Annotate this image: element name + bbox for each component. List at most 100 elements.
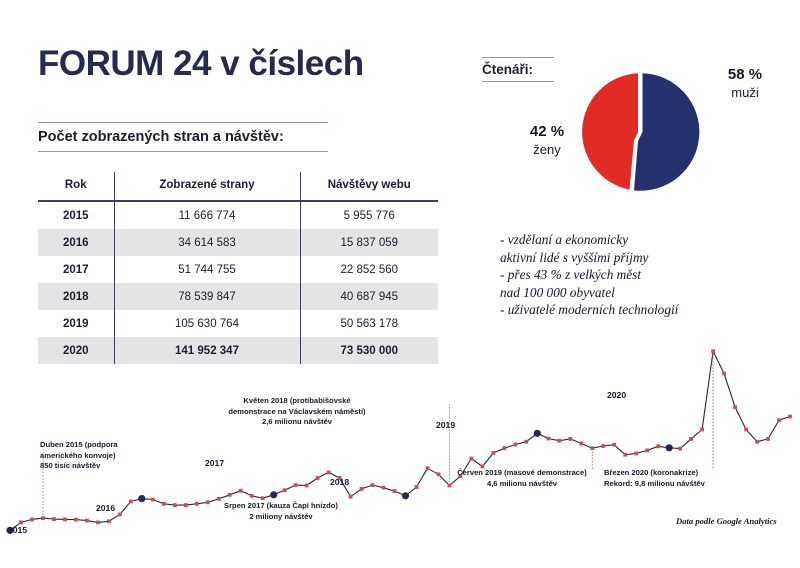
chart-data-point bbox=[733, 405, 737, 410]
chart-year-marker bbox=[533, 429, 541, 437]
chart-data-point bbox=[19, 520, 23, 525]
table-row: 2015 11 666 774 5 955 776 bbox=[38, 201, 438, 229]
line-chart-svg bbox=[6, 349, 792, 534]
pie-slice-women bbox=[582, 73, 638, 190]
chart-data-point bbox=[205, 500, 210, 505]
chart-data-point bbox=[601, 444, 606, 448]
table-cell-visits: 15 837 059 bbox=[299, 229, 438, 256]
chart-data-point bbox=[414, 485, 419, 489]
chart-data-point bbox=[656, 444, 661, 449]
chart-data-point bbox=[304, 483, 309, 488]
table-row: 2019 105 630 764 50 563 178 bbox=[38, 310, 438, 337]
chart-data-point bbox=[502, 446, 507, 451]
readers-section-label: Čtenáři: bbox=[482, 57, 554, 82]
table-row: 2016 34 614 583 15 837 059 bbox=[38, 229, 438, 256]
chart-year-label: 2016 bbox=[96, 503, 116, 513]
chart-data-point bbox=[63, 517, 67, 522]
chart-data-point bbox=[249, 493, 254, 498]
chart-data-point bbox=[260, 496, 265, 501]
chart-data-point bbox=[436, 472, 441, 477]
chart-data-point bbox=[52, 517, 56, 521]
chart-data-point bbox=[711, 349, 715, 354]
chart-data-point bbox=[788, 414, 792, 419]
chart-data-point bbox=[755, 439, 759, 444]
chart-year-label: 2019 bbox=[436, 420, 456, 430]
pie-men-category: muži bbox=[731, 84, 759, 100]
column-header-visits: Návštěvy webu bbox=[299, 172, 438, 201]
table-cell-pages: 51 744 755 bbox=[113, 256, 300, 283]
readers-gender-pie-chart bbox=[582, 73, 700, 191]
chart-data-point bbox=[491, 451, 496, 455]
chart-data-point bbox=[216, 497, 221, 501]
chart-data-point bbox=[546, 436, 551, 441]
monthly-visits-line-chart: 2015 2016 2017 2018 2019 2020 Duben 2015 (podp… bbox=[0, 330, 800, 563]
chart-data-point bbox=[557, 438, 562, 443]
chart-data-point bbox=[766, 437, 770, 441]
chart-data-point bbox=[645, 448, 650, 453]
chart-data-point bbox=[107, 519, 111, 524]
stats-table: Rok Zobrazené strany Návštěvy webu 2015 1… bbox=[38, 172, 438, 364]
pie-women-percent: 42 % bbox=[529, 123, 565, 140]
chart-data-point bbox=[150, 497, 155, 502]
chart-annotation-srpen-2017: Srpen 2017 (kauza Čapí hnízdo) 2 miliony… bbox=[224, 501, 338, 521]
chart-year-marker bbox=[270, 491, 278, 499]
reader-traits-list: - vzdělaní a ekonomicky aktivní lidé s v… bbox=[500, 231, 770, 319]
chart-data-point bbox=[227, 492, 232, 497]
pie-men-percent: 58 % bbox=[727, 66, 763, 83]
chart-data-point bbox=[326, 470, 331, 475]
column-header-year: Rok bbox=[64, 178, 87, 191]
chart-data-point bbox=[480, 464, 485, 469]
table-row: 2017 51 744 755 22 852 560 bbox=[38, 256, 438, 283]
chart-data-point bbox=[623, 452, 628, 457]
chart-data-point bbox=[722, 371, 726, 376]
table-cell-pages: 105 630 764 bbox=[113, 310, 300, 337]
chart-data-point bbox=[183, 503, 188, 507]
chart-annotation-cerven-2019: Červen 2019 (masové demonstrace) 4,6 mil… bbox=[457, 468, 587, 488]
pie-label-men: 58 % muži bbox=[706, 66, 784, 101]
chart-data-point bbox=[469, 456, 474, 461]
column-header-pages: Zobrazené strany bbox=[113, 172, 300, 201]
chart-data-point bbox=[194, 501, 199, 506]
chart-data-point bbox=[161, 501, 166, 506]
chart-data-point bbox=[689, 437, 693, 441]
chart-data-point bbox=[447, 483, 452, 488]
table-cell-pages: 11 666 774 bbox=[113, 201, 300, 229]
chart-year-marker bbox=[6, 526, 14, 534]
chart-data-point bbox=[30, 517, 34, 522]
reader-trait-item: - vzdělaní a ekonomicky aktivní lidé s v… bbox=[500, 232, 649, 265]
chart-year-marker bbox=[665, 444, 673, 452]
chart-data-point bbox=[315, 476, 320, 480]
chart-data-point bbox=[238, 488, 243, 493]
table-cell-pages: 78 539 847 bbox=[113, 283, 300, 310]
table-cell-year: 2015 bbox=[62, 209, 89, 222]
pie-label-women: 42 % ženy bbox=[508, 123, 586, 158]
chart-data-point bbox=[777, 418, 781, 423]
chart-data-point bbox=[96, 520, 100, 525]
table-cell-pages: 141 952 347 bbox=[113, 337, 300, 364]
chart-data-point bbox=[425, 466, 430, 471]
chart-year-label: 2015 bbox=[8, 525, 28, 535]
table-cell-pages: 34 614 583 bbox=[113, 229, 300, 256]
chart-data-point bbox=[568, 437, 573, 441]
reader-trait-item: - přes 43 % z velkých měst nad 100 000 o… bbox=[500, 267, 642, 300]
chart-data-point bbox=[458, 474, 463, 479]
chart-data-point bbox=[513, 442, 518, 447]
chart-data-point bbox=[612, 442, 617, 447]
table-section-label: Počet zobrazených stran a návštěv: bbox=[38, 122, 328, 152]
chart-data-point bbox=[337, 476, 342, 480]
chart-data-point bbox=[85, 518, 89, 523]
pie-slice-men bbox=[634, 73, 700, 191]
table-cell-visits: 73 530 000 bbox=[299, 337, 438, 364]
chart-data-point bbox=[74, 517, 78, 522]
chart-data-point bbox=[118, 512, 122, 517]
chart-data-point bbox=[359, 487, 364, 491]
data-source-note: Data podle Google Analytics bbox=[676, 516, 777, 526]
chart-data-point bbox=[744, 427, 748, 432]
table-cell-year: 2017 bbox=[62, 263, 89, 276]
table-header-row: Rok Zobrazené strany Návštěvy webu bbox=[38, 172, 438, 201]
chart-annotation-kveten-2018: Květen 2018 (protibabišovské demonstrace… bbox=[228, 396, 366, 426]
chart-data-point bbox=[678, 446, 682, 451]
chart-data-point bbox=[128, 499, 133, 504]
table-cell-visits: 22 852 560 bbox=[299, 256, 438, 283]
